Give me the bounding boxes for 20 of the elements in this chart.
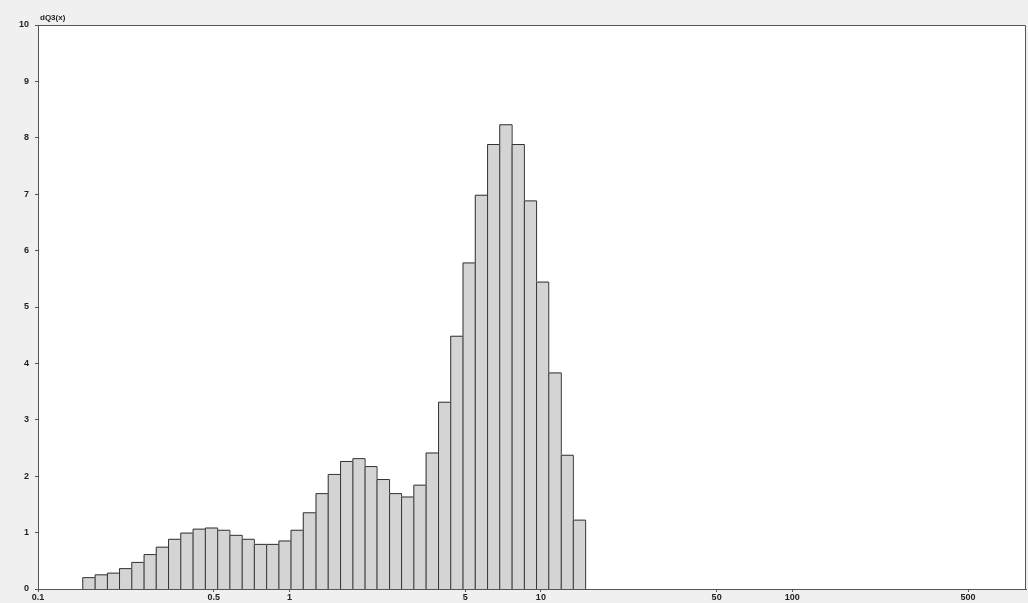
x-tick-label: 0.1 (31, 591, 45, 602)
y-tick-label: 7 (23, 188, 29, 199)
y-tick-label: 6 (23, 245, 29, 256)
y-tick-label: 2 (23, 470, 29, 481)
y-tick-label: 3 (23, 414, 29, 425)
x-tick-label: 500 (960, 591, 976, 602)
y-tick-label: 9 (23, 75, 29, 86)
x-tick-label: 1 (286, 591, 292, 602)
y-tick-label: 1 (23, 527, 29, 538)
x-tick-label: 10 (535, 591, 546, 602)
x-tick-label: 50 (711, 591, 722, 602)
y-axis-title: dQ3(x) (40, 13, 66, 23)
x-tick-label: 5 (462, 591, 468, 602)
y-tick-label: 5 (23, 301, 29, 312)
x-tick-label: 0.5 (207, 591, 220, 602)
y-tick-label: 0 (23, 583, 29, 594)
y-tick-label: 8 (23, 132, 29, 143)
y-tick-label: 10 (18, 19, 29, 30)
y-tick-label: 4 (23, 357, 29, 368)
x-tick-label: 100 (784, 591, 800, 602)
